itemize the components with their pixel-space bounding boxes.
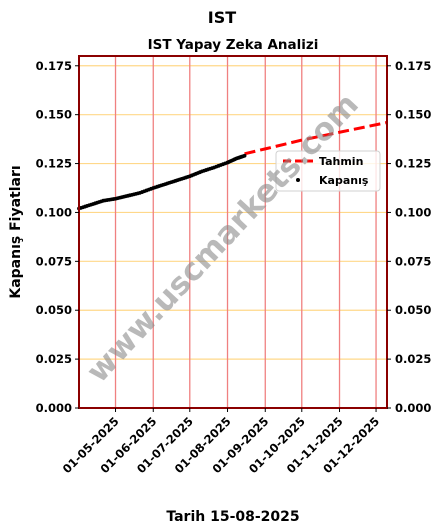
y-tick-label-right: 0.100 bbox=[395, 205, 431, 219]
legend-actual-swatch bbox=[296, 178, 300, 182]
y-tick-label-right: 0.050 bbox=[395, 303, 431, 317]
legend: Tahmin Kapanış bbox=[275, 150, 381, 192]
x-axis: 01-05-202501-06-202501-07-202501-08-2025… bbox=[60, 408, 382, 476]
x-axis-label: Tarih 15-08-2025 bbox=[166, 509, 299, 525]
y-tick-label-right: 0.075 bbox=[395, 254, 431, 268]
legend-actual-label: Kapanış bbox=[319, 174, 369, 187]
y-tick-label: 0.075 bbox=[36, 254, 72, 268]
y-tick-label-right: 0.000 bbox=[395, 401, 431, 415]
data-series bbox=[77, 121, 388, 211]
legend-forecast-label: Tahmin bbox=[319, 155, 363, 168]
grid-lines bbox=[79, 56, 387, 409]
y-tick-label-right: 0.125 bbox=[395, 157, 431, 171]
y-tick-label-right: 0.150 bbox=[395, 108, 431, 122]
y-tick-label-right: 0.175 bbox=[395, 59, 431, 73]
y-axis-right: 0.000 0.025 0.050 0.075 0.100 0.125 0.150 0.175 bbox=[387, 59, 431, 415]
y-tick-label: 0.050 bbox=[36, 303, 72, 317]
plot-frame bbox=[78, 55, 388, 409]
y-tick-label: 0.025 bbox=[36, 352, 72, 366]
chart-title: IST Yapay Zeka Analizi bbox=[148, 37, 319, 53]
y-tick-label: 0.100 bbox=[36, 205, 72, 219]
closing-price-point bbox=[242, 153, 247, 158]
y-tick-label-right: 0.025 bbox=[395, 352, 431, 366]
y-tick-label: 0.175 bbox=[36, 59, 72, 73]
forecast-line bbox=[244, 121, 388, 156]
y-tick-label: 0.000 bbox=[36, 401, 72, 415]
chart-suptitle: IST bbox=[208, 8, 236, 27]
y-tick-label: 0.125 bbox=[36, 157, 72, 171]
y-axis-label: Kapanış Fiyatları bbox=[8, 165, 24, 298]
y-axis-left: 0.000 0.025 0.050 0.075 0.100 0.125 0.150 0.175 bbox=[36, 59, 79, 415]
y-tick-label: 0.150 bbox=[36, 108, 72, 122]
